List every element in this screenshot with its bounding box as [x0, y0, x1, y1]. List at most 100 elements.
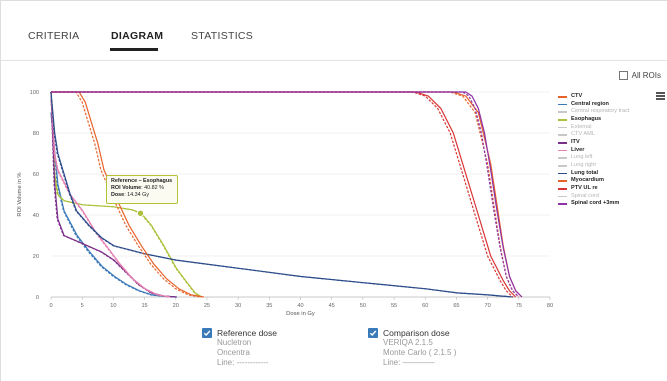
- legend-label: PTV UL re: [571, 185, 598, 192]
- legend-item-central-respiratory-tract[interactable]: Central respiratory tract: [558, 108, 629, 116]
- legend-item-lung-left[interactable]: Lung left: [558, 154, 629, 162]
- y-axis-title: ROI Volume in %: [17, 172, 23, 216]
- x-tick-label: 10: [110, 303, 116, 309]
- legend-item-esophagus[interactable]: Esophagus: [558, 116, 629, 124]
- reference-system: Oncentra: [217, 348, 250, 357]
- tooltip-title: Reference – Esophagus: [111, 178, 173, 184]
- x-tick-label: 35: [266, 303, 272, 309]
- tab-bar: CRITERIA DIAGRAM STATISTICS: [1, 1, 667, 61]
- y-tick-label: 80: [33, 131, 39, 137]
- legend-item-itv[interactable]: ITV: [558, 139, 629, 147]
- series-line-ptv-ul-re-comparison: [51, 91, 517, 298]
- legend-item-external[interactable]: External: [558, 124, 629, 132]
- x-tick-label: 20: [173, 303, 179, 309]
- legend-item-spinal-cord[interactable]: Spinal cord: [558, 193, 629, 201]
- legend-swatch: [558, 149, 567, 152]
- highlight-point: [136, 209, 145, 218]
- legend-item-lung-right[interactable]: Lung right: [558, 162, 629, 170]
- legend-swatch: [558, 119, 567, 121]
- series-line-lung-total-comparison: [50, 91, 514, 298]
- legend-swatch: [558, 134, 567, 136]
- series-line-myocardium-reference: [51, 91, 201, 298]
- reference-line-style: Line: ------------: [217, 358, 269, 367]
- legend-item-ptv-ul-re[interactable]: PTV UL re: [558, 185, 629, 193]
- series-line-central-region-comparison: [50, 112, 178, 298]
- legend-label: Spinal cord: [571, 192, 599, 199]
- legend-label: Central region: [571, 100, 609, 107]
- chart-legend: CTV Central region Central respiratory tra…: [558, 93, 629, 208]
- legend-item-ctv-aml[interactable]: CTV AML: [558, 131, 629, 139]
- hamburger-menu-icon[interactable]: [656, 92, 665, 100]
- legend-label: Lung total: [571, 169, 599, 176]
- active-tab-indicator: [110, 48, 158, 51]
- legend-swatch: [558, 103, 567, 106]
- tab-diagram[interactable]: DIAGRAM: [111, 30, 164, 42]
- y-tick-label: 20: [33, 254, 39, 260]
- reference-dose-checkbox[interactable]: [202, 327, 212, 338]
- legend-swatch: [558, 165, 567, 167]
- legend-label: Central respiratory tract: [571, 108, 630, 115]
- comparison-system: Monte Carlo ( 2.1.5 ): [383, 348, 457, 357]
- legend-swatch: [558, 195, 567, 198]
- legend-item-central-region[interactable]: Central region: [558, 101, 629, 109]
- series-line-ctv-reference: [51, 91, 520, 298]
- x-tick-label: 15: [141, 303, 147, 309]
- x-tick-label: 65: [453, 303, 459, 309]
- legend-swatch: [558, 157, 567, 159]
- reference-dose-label: Reference dose: [217, 327, 278, 338]
- legend-swatch: [558, 142, 567, 144]
- x-tick-label: 30: [235, 303, 241, 309]
- x-axis-title: Dose in Gy: [286, 311, 315, 317]
- series-line-ptv-ul-re-reference: [51, 91, 514, 298]
- legend-label: CTV AML: [571, 131, 595, 138]
- series-line-spinal-cord-3mm-comparison: [51, 91, 523, 298]
- legend-swatch: [558, 180, 567, 183]
- legend-label: Lung right: [571, 162, 596, 169]
- reference-vendor: Nucletron: [217, 338, 252, 347]
- legend-item-spinal-cord-3mm[interactable]: Spinal cord +3mm: [558, 200, 629, 208]
- checkmark-icon: [369, 330, 377, 336]
- tab-criteria[interactable]: CRITERIA: [28, 30, 80, 42]
- legend-label: External: [571, 123, 592, 130]
- x-tick-label: 55: [391, 303, 397, 309]
- legend-item-ctv[interactable]: CTV: [558, 93, 629, 101]
- series-line-central-region-reference: [50, 112, 176, 298]
- legend-item-myocardium[interactable]: Myocardium: [558, 177, 629, 185]
- tooltip-dose-value: : 14.34 Gy: [124, 192, 150, 198]
- comparison-dose-checkbox[interactable]: [368, 327, 378, 338]
- x-tick-label: 40: [297, 303, 303, 309]
- legend-swatch: [558, 188, 567, 190]
- tab-statistics[interactable]: STATISTICS: [191, 30, 254, 42]
- all-rois-toggle[interactable]: All ROIs: [618, 71, 661, 80]
- dvh-chart: 0 20 40 60 80 100 0 5 10 15 20 25 30 35 40 45 50 55 60 65 70…: [17, 90, 553, 317]
- legend-swatch: [558, 203, 567, 206]
- x-tick-label: 60: [422, 303, 428, 309]
- legend-swatch: [558, 172, 567, 175]
- legend-label: Myocardium: [571, 177, 604, 184]
- legend-swatch: [558, 96, 567, 98]
- legend-swatch: [558, 111, 567, 113]
- legend-label: CTV: [571, 93, 583, 99]
- legend-label: Liver: [571, 146, 585, 153]
- series-line-myocardium-comparison: [51, 91, 204, 298]
- x-tick-label: 50: [360, 303, 366, 309]
- tooltip-volume-value: : 40.82 %: [141, 185, 164, 191]
- legend-item-lung-total[interactable]: Lung total: [558, 170, 629, 178]
- y-tick-label: 100: [30, 90, 39, 96]
- x-tick-label: 75: [516, 303, 522, 309]
- chart-tooltip: Reference – Esophagus ROI Volume: 40.82 …: [106, 175, 178, 204]
- legend-label: Lung left: [571, 154, 593, 161]
- series-line-spinal-cord-3mm-reference: [51, 91, 520, 298]
- tooltip-volume-label: ROI Volume: [111, 185, 142, 191]
- legend-item-liver[interactable]: Liver: [558, 147, 629, 155]
- x-tick-label: 25: [204, 303, 210, 309]
- checkmark-icon: [203, 330, 211, 336]
- y-tick-label: 60: [33, 172, 39, 178]
- y-tick-label: 40: [33, 213, 39, 219]
- all-rois-label: All ROIs: [631, 71, 661, 80]
- comparison-dose-label: Comparison dose: [383, 327, 450, 338]
- comparison-dose-panel: Comparison dose VERIQA 2.1.5 Monte Carlo…: [368, 327, 456, 368]
- all-rois-checkbox[interactable]: [618, 71, 628, 80]
- legend-label: Spinal cord +3mm: [571, 200, 620, 207]
